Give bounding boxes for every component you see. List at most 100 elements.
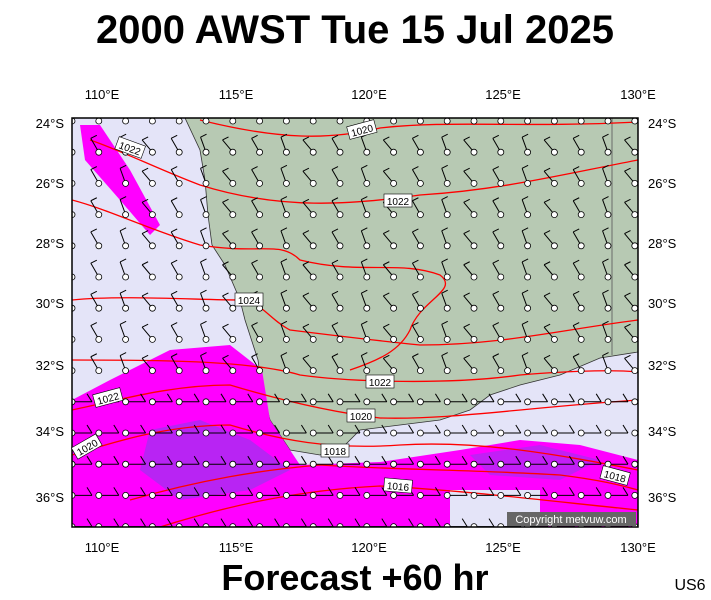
wind-barb (62, 324, 68, 327)
wind-station (309, 398, 317, 406)
wind-barb (331, 228, 339, 233)
wind-station (122, 367, 129, 375)
wind-barb (220, 487, 227, 496)
wind-station (148, 273, 156, 281)
wind-barb (200, 320, 207, 325)
wind-station (256, 460, 264, 468)
wind-station (229, 148, 237, 156)
wind-barb (543, 354, 551, 359)
wind-station (309, 367, 317, 375)
wind-station (577, 242, 585, 250)
wind-station (524, 398, 531, 406)
wind-station (363, 304, 371, 312)
isobar-value: 1022 (369, 378, 392, 389)
wind-barb (383, 354, 390, 359)
wind-station (551, 304, 558, 312)
wind-barb (542, 424, 549, 434)
wind-station (256, 148, 264, 156)
wind-barb (247, 455, 254, 465)
wind-station (148, 429, 156, 437)
lat-label: 26°S (648, 176, 677, 191)
wind-station (416, 211, 424, 219)
wind-station (470, 118, 478, 125)
wind-station (443, 335, 451, 343)
wind-barb (515, 455, 522, 465)
wind-barb (302, 292, 310, 297)
wind-barb (220, 518, 227, 527)
wind-barb (170, 134, 178, 139)
wind-station (416, 429, 424, 437)
wind-barb (274, 455, 281, 465)
wind-station (551, 460, 558, 468)
wind-station (336, 429, 344, 437)
wind-barb (200, 258, 207, 263)
wind-barb (568, 424, 575, 434)
wind-barb (542, 393, 549, 403)
wind-barb (602, 352, 609, 357)
wind-station (202, 211, 210, 219)
wind-station (336, 148, 344, 156)
wind-barb (223, 106, 229, 109)
lat-label: 30°S (36, 296, 65, 311)
wind-barb (622, 487, 629, 496)
wind-station (631, 398, 638, 406)
isobar-label-box (599, 465, 631, 486)
wind-station (497, 460, 505, 468)
wind-barb (602, 289, 609, 294)
wind-station (497, 398, 505, 406)
wind-station (202, 398, 210, 406)
wind-barb (86, 393, 93, 403)
wind-barb (170, 228, 178, 233)
wind-station (309, 491, 317, 499)
wind-station (443, 179, 451, 187)
wind-station (417, 118, 424, 125)
wind-barb (381, 518, 388, 527)
wind-barb (141, 292, 149, 297)
wind-station (497, 148, 505, 156)
wind-barb (572, 353, 580, 358)
wind-station (175, 273, 183, 281)
wind-barb (624, 261, 631, 266)
wind-barb (573, 104, 579, 107)
wind-barb (492, 228, 500, 233)
wind-barb (119, 352, 127, 357)
wind-station (390, 398, 398, 406)
wind-station (122, 460, 129, 468)
wind-barb (543, 198, 551, 203)
wind-station (524, 118, 531, 125)
wind-station (229, 118, 237, 125)
wind-barb (327, 393, 334, 403)
wind-station (95, 460, 103, 468)
wind-barb (247, 393, 254, 403)
wind-stem (72, 338, 73, 340)
wind-station (256, 367, 264, 375)
wind-station (122, 179, 129, 187)
wind-barb (461, 424, 468, 434)
wind-station (175, 242, 183, 250)
wind-barb (251, 353, 258, 358)
wind-station (309, 211, 317, 219)
wind-barb (461, 487, 468, 496)
wind-barb (461, 518, 468, 527)
wind-station (604, 148, 612, 156)
wind-barb (141, 230, 149, 234)
wind-barb (222, 292, 229, 297)
isobar-label: 1018 (320, 443, 350, 458)
wind-station (122, 242, 129, 250)
lat-label: 36°S (36, 490, 65, 505)
wind-barb (412, 104, 418, 107)
wind-station (148, 367, 156, 375)
wind-station (95, 179, 103, 187)
wind-barb (166, 424, 173, 434)
wind-barb (521, 196, 529, 201)
wind-station (604, 429, 612, 437)
wind-station (309, 460, 317, 468)
wind-station (282, 273, 290, 281)
wind-barb (281, 103, 287, 106)
wind-barb (354, 487, 361, 496)
wind-station (122, 398, 129, 406)
wind-station (363, 491, 371, 499)
wind-station (148, 335, 156, 343)
wind-station (390, 304, 398, 312)
isobar-label: 1024 (234, 292, 264, 307)
